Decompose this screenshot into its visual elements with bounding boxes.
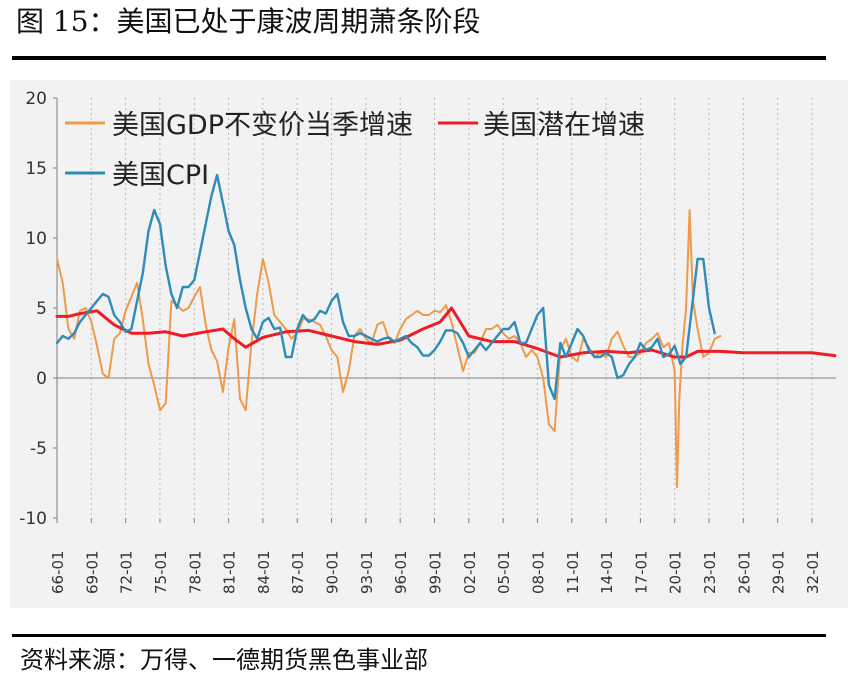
x-tick-label: 26-01 <box>735 550 753 594</box>
legend-label-cpi: 美国CPI <box>112 160 209 191</box>
legend-label-potential: 美国潜在增速 <box>483 110 645 141</box>
y-tick-labels: 20 15 10 5 0 -5 -10 <box>19 89 57 529</box>
series-line-potential <box>55 306 837 359</box>
x-tick-label: 05-01 <box>495 550 513 594</box>
y-tick-label: -5 <box>30 439 47 459</box>
x-tick-labels: 66-01 69-01 72-01 75-01 78-01 81-01 84-01 87-01… <box>49 518 822 594</box>
series-line-cpi <box>55 173 716 401</box>
y-tick-label: 15 <box>25 159 47 179</box>
x-tick-label: 84-01 <box>255 550 273 594</box>
x-tick-label: 99-01 <box>426 550 444 594</box>
x-tick-label: 81-01 <box>221 550 239 594</box>
x-tick-label: 20-01 <box>667 550 685 594</box>
series-lines <box>55 173 837 489</box>
x-tick-label: 69-01 <box>83 550 101 594</box>
series-line-gdp <box>56 209 722 489</box>
x-tick-label: 29-01 <box>770 550 788 594</box>
x-tick-label: 78-01 <box>186 550 204 594</box>
x-tick-label: 32-01 <box>804 550 822 594</box>
y-tick-label: 5 <box>36 299 47 319</box>
x-tick-label: 14-01 <box>598 550 616 594</box>
source-rule <box>12 634 826 637</box>
x-tick-label: 87-01 <box>289 550 307 594</box>
x-tick-label: 75-01 <box>152 550 170 594</box>
y-tick-label: -10 <box>19 509 47 529</box>
plot-background <box>10 80 848 608</box>
x-tick-label: 93-01 <box>358 550 376 594</box>
y-tick-label: 10 <box>25 229 47 249</box>
grid-lines <box>56 98 813 518</box>
x-tick-label: 11-01 <box>564 550 582 594</box>
x-tick-label: 02-01 <box>461 550 479 594</box>
x-tick-label: 08-01 <box>529 550 547 594</box>
x-tick-label: 17-01 <box>632 550 650 594</box>
x-tick-label: 23-01 <box>701 550 719 594</box>
figure-title: 图 15：美国已处于康波周期萧条阶段 <box>16 5 481 38</box>
y-tick-label: 20 <box>25 89 47 109</box>
x-tick-label: 96-01 <box>392 550 410 594</box>
source-note: 资料来源：万得、一德期货黑色事业部 <box>20 646 428 674</box>
chart-legend: 美国GDP不变价当季增速 美国潜在增速 美国CPI <box>65 110 645 191</box>
x-tick-label: 90-01 <box>324 550 342 594</box>
y-tick-label: 0 <box>36 369 47 389</box>
x-tick-label: 66-01 <box>49 550 67 594</box>
legend-label-gdp: 美国GDP不变价当季增速 <box>112 110 413 141</box>
x-tick-label: 72-01 <box>118 550 136 594</box>
title-rule <box>12 56 826 60</box>
